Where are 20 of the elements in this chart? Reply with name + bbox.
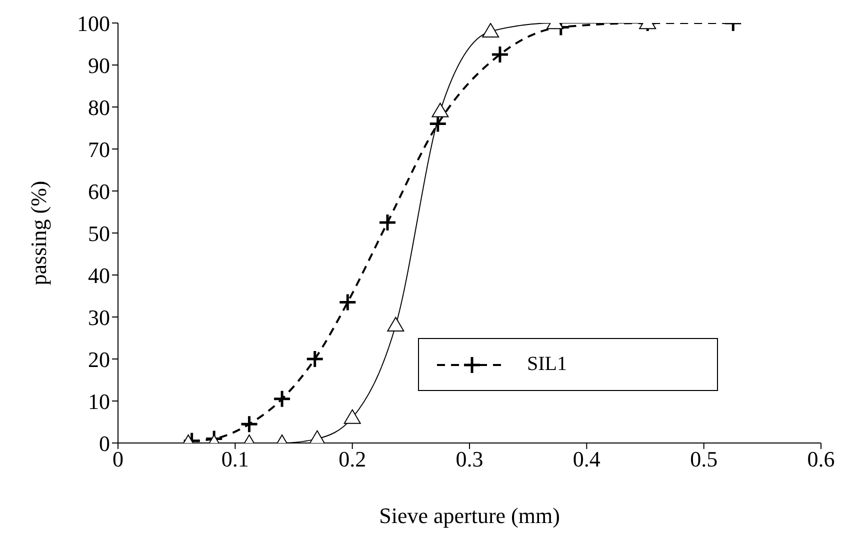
x-tick-label: 0.3 bbox=[456, 446, 484, 472]
x-tick-label: 0.5 bbox=[690, 446, 718, 472]
x-tick-label: 0.1 bbox=[221, 446, 249, 472]
y-tick-label: 50 bbox=[88, 220, 110, 246]
legend-label: SIL1 bbox=[527, 353, 567, 376]
x-axis-title: Sieve aperture (mm) bbox=[379, 503, 560, 528]
x-tick-label: 0.2 bbox=[338, 446, 366, 472]
y-axis-title: passing (%) bbox=[26, 180, 51, 286]
y-tick-label: 0 bbox=[99, 430, 110, 456]
x-tick-label: 0.4 bbox=[572, 446, 600, 472]
y-tick-label: 70 bbox=[88, 136, 110, 162]
y-tick-label: 90 bbox=[88, 52, 110, 78]
y-tick-label: 20 bbox=[88, 346, 110, 372]
y-tick-label: 80 bbox=[88, 94, 110, 120]
y-tick-label: 60 bbox=[88, 178, 110, 204]
y-tick-label: 30 bbox=[88, 304, 110, 330]
y-tick-label: 10 bbox=[88, 388, 110, 414]
y-tick-label: 40 bbox=[88, 262, 110, 288]
x-tick-label: 0.6 bbox=[807, 446, 835, 472]
y-tick-label: 100 bbox=[77, 10, 110, 36]
